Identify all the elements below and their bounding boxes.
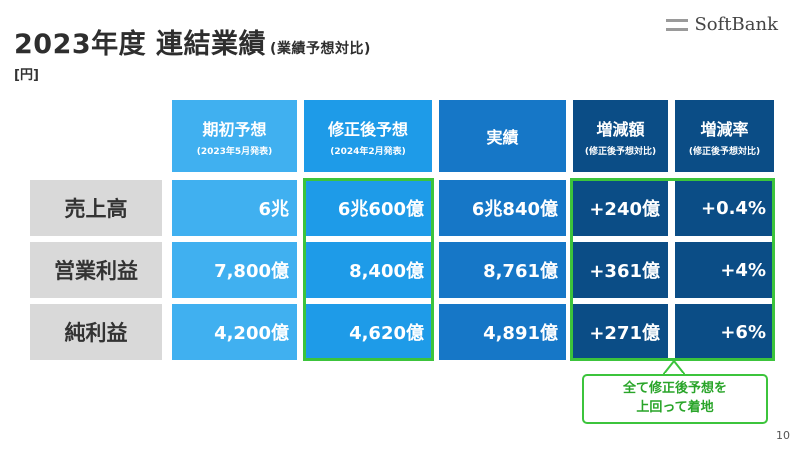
title-subtitle: (業績予想対比) (270, 41, 371, 57)
softbank-logo: SoftBank (666, 14, 778, 35)
cell-net-income-change-rate: +6% (675, 304, 774, 360)
header-sublabel: (2024年2月発表) (330, 146, 406, 157)
cell-operating-income-change-rate: +4% (675, 242, 774, 298)
cell-revenue-revised: 6兆600億 (304, 180, 432, 236)
logo-text: SoftBank (694, 14, 778, 35)
cell-net-income-revised: 4,620億 (304, 304, 432, 360)
page-title: 2023年度 連結業績 (業績予想対比) (14, 22, 371, 61)
cell-revenue-change-rate: +0.4% (675, 180, 774, 236)
cell-operating-income-initial: 7,800億 (172, 242, 297, 298)
header-label: 実績 (486, 128, 519, 147)
row-label-net-income: 純利益 (30, 304, 162, 360)
header-change-amount: 増減額 (修正後予想対比) (573, 100, 668, 172)
unit-label: [円] (14, 68, 39, 83)
header-revised-forecast: 修正後予想 (2024年2月発表) (304, 100, 432, 172)
header-sublabel: (修正後予想対比) (584, 146, 657, 157)
cell-revenue-change-amount: +240億 (573, 180, 668, 236)
header-sublabel: (2023年5月発表) (196, 146, 273, 157)
cell-net-income-actual: 4,891億 (439, 304, 566, 360)
cell-operating-income-change-amount: +361億 (573, 242, 668, 298)
row-label-operating-income: 営業利益 (30, 242, 162, 298)
callout-line-2: 上回って着地 (636, 400, 714, 415)
header-label: 増減額 (596, 119, 645, 139)
page-number: 10 (776, 429, 790, 442)
header-change-rate: 増減率 (修正後予想対比) (675, 100, 774, 172)
header-label: 期初予想 (202, 119, 267, 139)
header-initial-forecast: 期初予想 (2023年5月発表) (172, 100, 297, 172)
header-label: 増減率 (700, 119, 749, 139)
logo-bars-icon (666, 18, 689, 31)
cell-revenue-initial: 6兆 (172, 180, 297, 236)
header-actual: 実績 (439, 100, 566, 172)
cell-operating-income-actual: 8,761億 (439, 242, 566, 298)
cell-net-income-initial: 4,200億 (172, 304, 297, 360)
row-label-revenue: 売上高 (30, 180, 162, 236)
cell-revenue-actual: 6兆840億 (439, 180, 566, 236)
title-main: 2023年度 連結業績 (14, 29, 267, 60)
callout-line-1: 全て修正後予想を (622, 381, 727, 397)
cell-operating-income-revised: 8,400億 (304, 242, 432, 298)
callout-pointer-icon (663, 361, 685, 375)
cell-net-income-change-amount: +271億 (573, 304, 668, 360)
header-sublabel: (修正後予想対比) (688, 146, 761, 157)
header-label: 修正後予想 (327, 119, 408, 139)
callout-box: 全て修正後予想を 上回って着地 (582, 374, 768, 424)
